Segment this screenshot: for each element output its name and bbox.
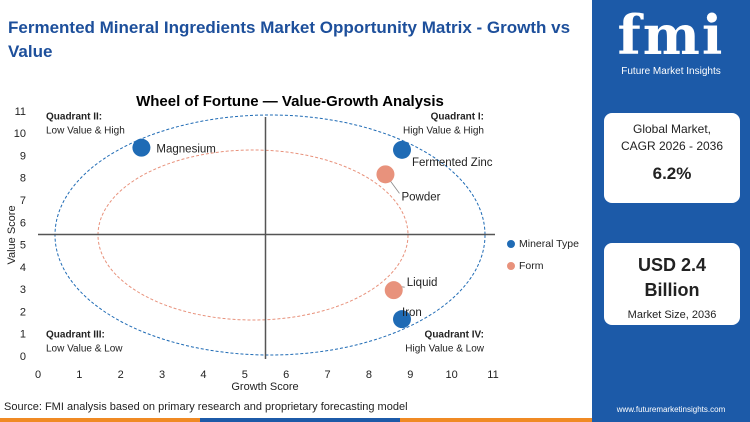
site-url: www.futuremarketinsights.com	[616, 405, 726, 414]
y-tick-label: 1	[20, 329, 26, 341]
x-tick-label: 6	[283, 369, 289, 381]
y-tick-label: 4	[20, 262, 26, 274]
y-tick-label: 0	[20, 351, 26, 363]
x-tick-label: 7	[324, 369, 330, 381]
x-axis-title: Growth Score	[231, 381, 298, 393]
y-tick-label: 3	[20, 284, 26, 296]
quadrant-subtitle: High Value & Low	[405, 344, 485, 355]
x-tick-label: 0	[35, 369, 41, 381]
quadrant-subtitle: High Value & High	[403, 126, 484, 137]
y-tick-label: 11	[15, 106, 26, 118]
legend-swatch	[507, 262, 515, 270]
x-tick-label: 11	[487, 369, 498, 381]
footer-bar	[400, 418, 592, 422]
stat-label: Global Market, CAGR 2026 - 2036	[620, 122, 724, 153]
point	[393, 140, 411, 159]
logo-name: Future Market Insights	[621, 66, 721, 77]
quadrant-title: Quadrant III:	[46, 330, 105, 341]
point-label: Fermented Zinc	[412, 157, 493, 169]
quadrant-subtitle: Low Value & High	[46, 126, 125, 137]
stat-box: Global Market, CAGR 2026 - 2036 6.2%	[604, 113, 740, 203]
y-tick-label: 8	[20, 173, 26, 185]
source-note: Source: FMI analysis based on primary re…	[4, 401, 408, 413]
quadrant-subtitle: Low Value & Low	[46, 344, 123, 355]
legend-label: Form	[519, 260, 544, 272]
point-label: Powder	[401, 191, 440, 203]
y-tick-label: 9	[20, 150, 26, 162]
chart: Wheel of Fortune — Value-Growth Analysis…	[6, 93, 579, 393]
x-tick-label: 4	[200, 369, 206, 381]
y-tick-label: 5	[20, 240, 26, 252]
stat-value: 6.2%	[652, 164, 692, 183]
y-tick-label: 7	[20, 195, 26, 207]
stat-value: USD 2.4 Billion	[637, 255, 707, 300]
legend-swatch	[507, 240, 515, 248]
page-title: Fermented Mineral Ingredients Market Opp…	[8, 18, 571, 61]
x-tick-label: 10	[446, 369, 458, 381]
quadrant-title: Quadrant I:	[431, 112, 484, 123]
x-tick-label: 8	[366, 369, 372, 381]
x-tick-label: 2	[118, 369, 124, 381]
side-panel	[592, 0, 750, 422]
stat-box: USD 2.4 Billion Market Size, 2036	[604, 243, 740, 325]
quadrant-title: Quadrant IV:	[425, 330, 484, 341]
x-tick-label: 9	[407, 369, 413, 381]
footer-bar	[0, 418, 200, 422]
point-label: Magnesium	[156, 144, 215, 156]
point	[384, 281, 403, 300]
legend-label: Mineral Type	[519, 238, 579, 250]
y-tick-label: 10	[14, 128, 26, 140]
y-tick-label: 6	[20, 217, 26, 229]
point	[132, 138, 151, 157]
y-axis-title: Value Score	[6, 205, 18, 264]
footer-bar	[200, 418, 400, 422]
x-tick-label: 1	[76, 369, 82, 381]
stat-label: Market Size, 2036	[627, 309, 717, 321]
point-label: Liquid	[407, 277, 438, 289]
x-tick-label: 5	[242, 369, 248, 381]
point	[376, 165, 395, 184]
quadrant-title: Quadrant II:	[46, 112, 102, 123]
y-tick-label: 2	[20, 306, 26, 318]
logo-mark: fmi	[617, 3, 725, 67]
chart-title: Wheel of Fortune — Value-Growth Analysis	[136, 93, 444, 110]
x-tick-label: 3	[159, 369, 165, 381]
point-label: Iron	[402, 307, 422, 319]
point	[393, 310, 411, 329]
